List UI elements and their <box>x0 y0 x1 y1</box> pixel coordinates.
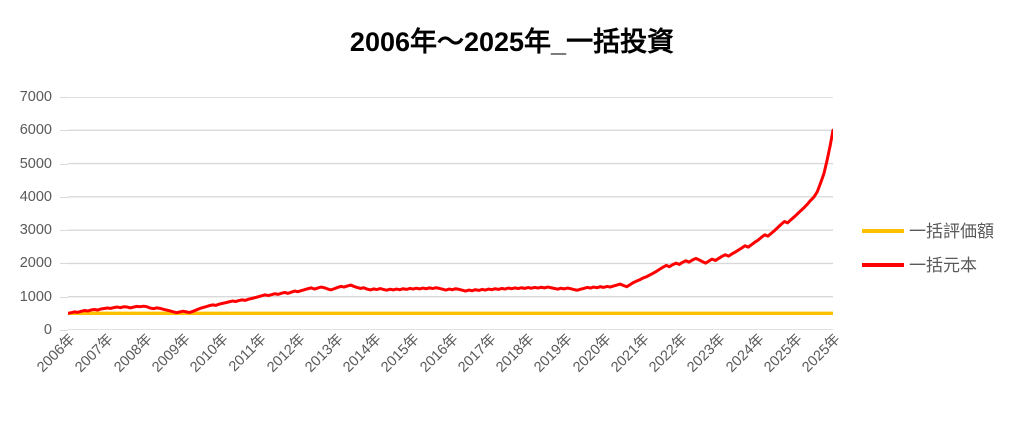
y-axis-tick-label: 6000 <box>19 122 52 139</box>
x-axis-tick-label: 2023年 <box>684 331 729 376</box>
y-axis-tick-label: 7000 <box>19 89 52 105</box>
x-axis-tick-label: 2018年 <box>493 331 538 376</box>
y-axis-tick-mark <box>60 230 68 232</box>
x-axis-tick-label: 2007年 <box>72 331 117 376</box>
x-axis-tick-label: 2020年 <box>569 331 615 376</box>
y-axis-tick-mark <box>60 330 68 331</box>
y-axis-tick-label: 4000 <box>19 188 52 205</box>
series-line <box>68 130 833 313</box>
data-series-group <box>68 130 833 313</box>
legend-color-swatch <box>862 263 904 267</box>
gridlines <box>68 97 833 330</box>
x-axis-tick-label: 2025年 <box>760 331 806 376</box>
x-axis-tick-label: 2014年 <box>340 331 385 376</box>
y-axis-tick-mark <box>60 196 68 198</box>
legend-label: 一括元本 <box>909 255 977 275</box>
x-axis-tick-label: 2024年 <box>722 331 768 376</box>
x-axis-tick-label: 2019年 <box>531 331 576 376</box>
x-axis-tick-label: 2022年 <box>646 331 691 376</box>
x-axis-tick-label: 2006年 <box>34 331 79 376</box>
y-axis-labels: 0 1000 2000 3000 4000 5000 6000 7000 <box>0 90 68 337</box>
y-axis-tick-mark <box>60 130 68 132</box>
y-axis-tick-label: 0 <box>43 322 52 338</box>
legend-color-swatch <box>862 229 904 233</box>
chart-title: 2006年～2025年_一括投資 <box>349 27 675 57</box>
x-axis-labels: 2006年 2007年 2008年 2009年 2010年 2011年 2012年 2013年… <box>34 331 843 420</box>
y-axis-tick-mark <box>60 163 68 165</box>
y-axis-tick-mark <box>60 296 68 298</box>
x-axis-tick-label: 2025年 <box>799 331 844 376</box>
plot-svg <box>68 97 833 330</box>
x-axis-tick-label: 2013年 <box>301 331 347 376</box>
x-axis-tick-label: 2010年 <box>187 331 232 376</box>
legend-item[interactable]: 一括元本 <box>862 252 977 278</box>
x-axis-tick-label: 2015年 <box>378 331 423 376</box>
x-axis-tick-label: 2017年 <box>454 331 500 376</box>
legend-item[interactable]: 一括評価額 <box>862 218 994 244</box>
x-axis-tick-label: 2016年 <box>416 331 462 376</box>
y-axis-tick-label: 3000 <box>19 222 52 239</box>
plot-area <box>68 97 833 330</box>
x-axis-tick-label: 2009年 <box>148 331 194 376</box>
x-axis-tick-label: 2011年 <box>226 331 270 375</box>
x-axis-tick-label: 2021年 <box>607 331 653 376</box>
x-axis-tick-label: 2008年 <box>110 331 156 376</box>
y-axis-tick-mark <box>60 263 68 265</box>
y-axis-tick-label: 5000 <box>19 155 52 172</box>
x-axis-tick-label: 2012年 <box>263 331 309 376</box>
y-axis-tick-label: 1000 <box>19 288 52 305</box>
chart-legend: 一括評価額 一括元本 <box>862 210 1024 282</box>
legend-label: 一括評価額 <box>909 221 994 241</box>
y-axis-tick-mark <box>60 97 68 98</box>
y-axis-tick-label: 2000 <box>19 255 52 272</box>
